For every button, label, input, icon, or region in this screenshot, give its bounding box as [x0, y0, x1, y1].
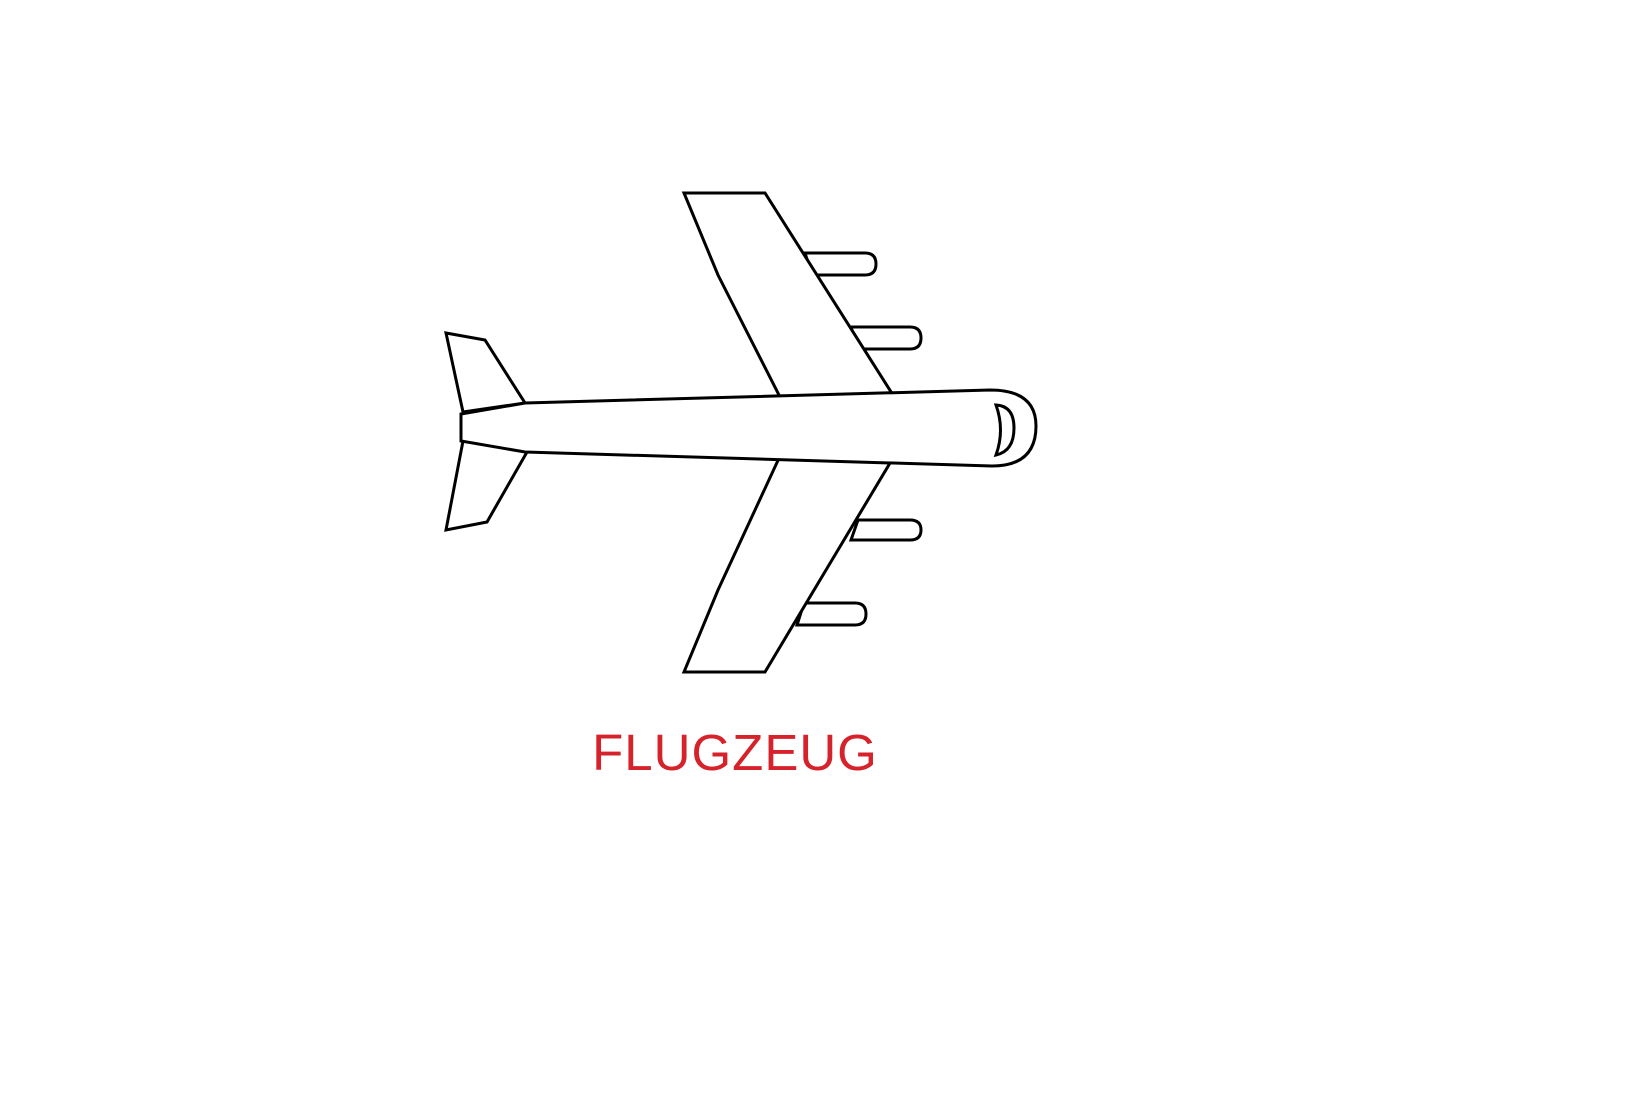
engine-lower-outer — [794, 601, 868, 627]
wing-upper — [681, 191, 896, 399]
airplane-caption: FLUGZEUG — [592, 724, 878, 781]
tail-stabilizer-lower — [444, 439, 530, 532]
tail-stabilizer-upper — [444, 331, 528, 414]
fuselage — [459, 388, 1038, 468]
wing-lower — [681, 454, 896, 674]
engine-upper-outer — [802, 251, 878, 277]
engine-upper-inner — [848, 325, 923, 351]
engine-lower-inner — [848, 518, 923, 542]
cockpit-window — [993, 403, 1016, 458]
